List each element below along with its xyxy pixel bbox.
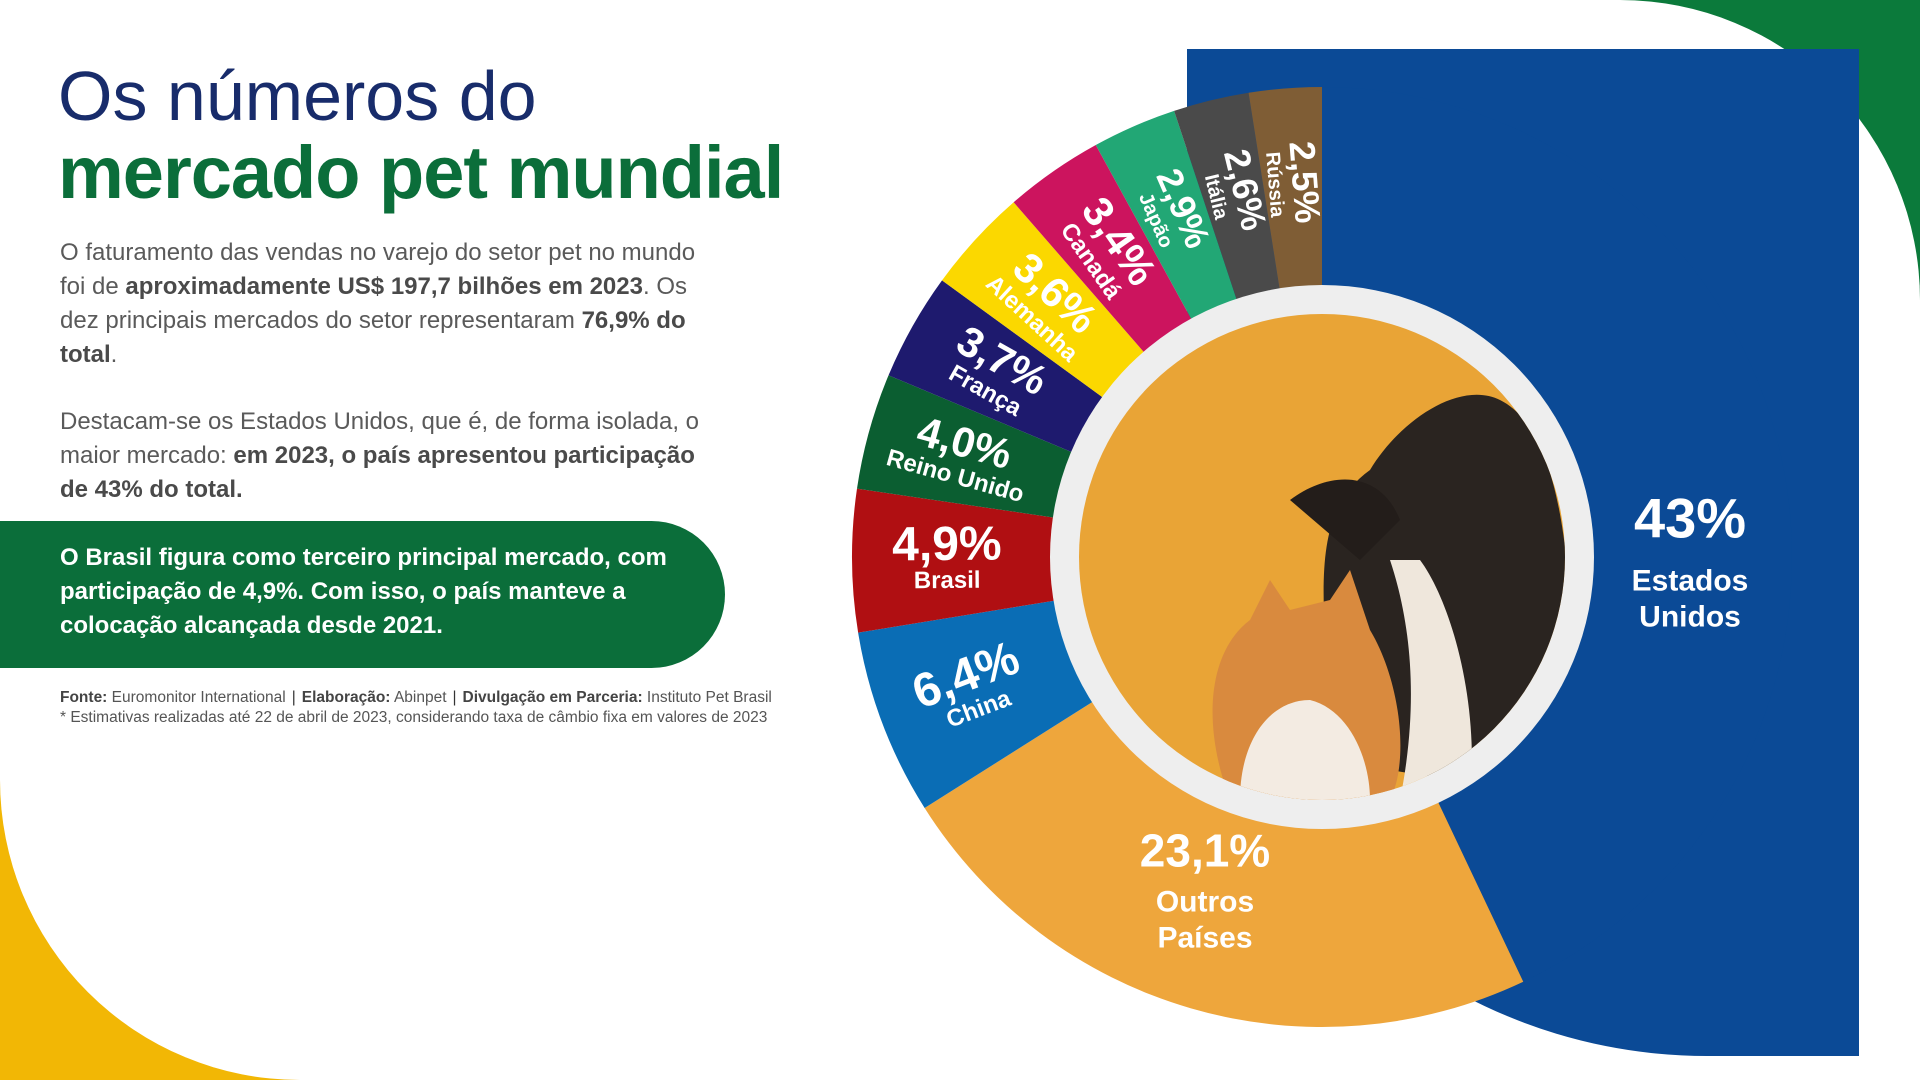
label-rússia: 2,5%Rússia — [1261, 140, 1329, 225]
slice-brasil — [852, 488, 1056, 633]
brazil-highlight-box: O Brasil figura como terceiro principal … — [0, 521, 725, 668]
value-label: 2,5% — [1281, 140, 1328, 225]
slice-estados-unidos — [1322, 87, 1792, 982]
title-line-1: Os números do — [58, 57, 537, 135]
brazil-highlight-text: O Brasil figura como terceiro principal … — [60, 544, 667, 639]
country-label: Brasil — [914, 567, 981, 595]
source-footnote: Fonte: Euromonitor International | Elabora… — [60, 689, 772, 726]
slice-china — [858, 600, 1094, 808]
label-brasil: 4,9%Brasil — [892, 518, 1002, 595]
slice-itália — [1174, 92, 1280, 301]
value-label: 23,1% — [1140, 825, 1270, 877]
value-label: 43% — [1634, 487, 1746, 550]
slice-outros-países — [924, 701, 1524, 1027]
slice-alemanha — [942, 202, 1145, 399]
value-label: 4,9% — [892, 518, 1002, 572]
title-line-2: mercado pet mundial — [58, 131, 784, 214]
intro-paragraph: O faturamento das vendas no varejo do se… — [60, 239, 696, 368]
label-estados-unidos: 43% Estados Unidos — [1632, 487, 1749, 634]
slice-canadá — [1013, 145, 1193, 354]
country-label: Rússia — [1261, 151, 1288, 219]
country-label: Estados Unidos — [1632, 564, 1749, 633]
country-label: Outros Países — [1156, 885, 1254, 954]
slice-reino-unido — [856, 375, 1074, 518]
slice-japão — [1095, 110, 1238, 321]
label-outros-países: 23,1% Outros Países — [1140, 825, 1270, 955]
slice-rússia — [1248, 87, 1322, 291]
slice-frança — [888, 280, 1104, 453]
pet-photo — [1079, 314, 1565, 800]
us-paragraph: Destacam-se os Estados Unidos, que é, de… — [60, 408, 699, 503]
